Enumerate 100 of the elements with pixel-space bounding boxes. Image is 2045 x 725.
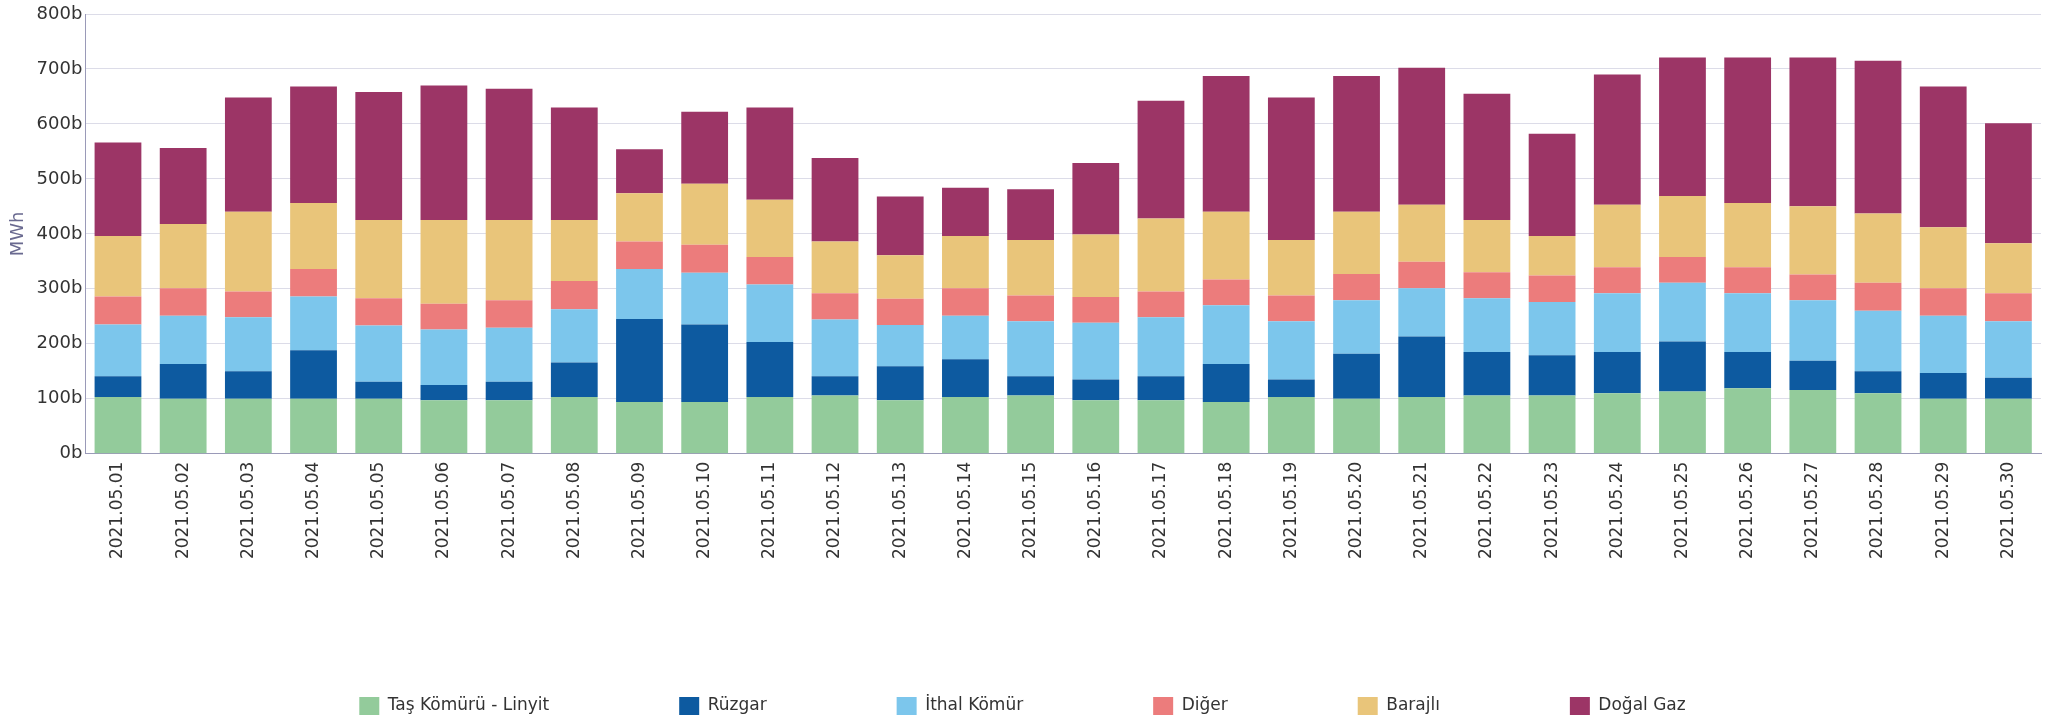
bar bbox=[94, 376, 142, 398]
x-tick-label: 2021.05.11 bbox=[758, 461, 779, 560]
bar bbox=[1072, 234, 1120, 298]
bar bbox=[1854, 393, 1902, 454]
legend-label: Diğer bbox=[1181, 694, 1228, 715]
bar bbox=[355, 325, 403, 382]
bar bbox=[485, 300, 533, 328]
bar bbox=[1007, 395, 1054, 454]
bar bbox=[1593, 351, 1641, 394]
bar bbox=[1072, 297, 1120, 323]
bar bbox=[224, 97, 272, 212]
bar bbox=[1985, 398, 2032, 454]
x-tick-label: 2021.05.16 bbox=[1084, 461, 1105, 560]
bar bbox=[1137, 317, 1185, 377]
legend-label: Doğal Gaz bbox=[1598, 694, 1686, 715]
bar bbox=[1854, 60, 1902, 214]
bar bbox=[1202, 76, 1250, 212]
bar bbox=[1137, 100, 1185, 219]
bar bbox=[224, 291, 272, 318]
bar bbox=[1724, 293, 1772, 352]
legend-label: İthal Kömür bbox=[925, 694, 1024, 715]
bar bbox=[942, 359, 989, 398]
bar bbox=[420, 303, 468, 330]
x-tick-label: 2021.05.23 bbox=[1540, 461, 1561, 560]
bar bbox=[811, 157, 859, 242]
x-tick-label: 2021.05.10 bbox=[693, 461, 714, 560]
bar bbox=[942, 187, 989, 237]
bar bbox=[355, 92, 403, 221]
bar bbox=[94, 296, 142, 325]
bar bbox=[550, 107, 598, 221]
x-tick-label: 2021.05.25 bbox=[1670, 461, 1691, 560]
bar bbox=[485, 327, 533, 382]
bar bbox=[1724, 57, 1772, 204]
x-tick-label: 2021.05.21 bbox=[1410, 461, 1431, 560]
bar bbox=[1528, 355, 1576, 396]
bar bbox=[1398, 288, 1446, 337]
bar bbox=[290, 350, 337, 399]
bar bbox=[159, 223, 207, 289]
bar bbox=[1724, 203, 1772, 268]
legend-label: Barajlı bbox=[1386, 694, 1440, 715]
bar bbox=[746, 284, 794, 343]
x-tick-label: 2021.05.15 bbox=[1019, 461, 1040, 560]
bar bbox=[1919, 86, 1967, 228]
x-tick-label: 2021.05.22 bbox=[1475, 461, 1496, 560]
bar bbox=[159, 315, 207, 365]
bar bbox=[1333, 211, 1380, 274]
bar bbox=[1463, 220, 1511, 273]
bar bbox=[1985, 321, 2032, 378]
bar bbox=[224, 398, 272, 454]
bar bbox=[1724, 388, 1772, 454]
bar bbox=[1333, 300, 1380, 354]
bar bbox=[224, 211, 272, 292]
bar bbox=[1333, 353, 1380, 399]
bar bbox=[811, 241, 859, 294]
bar bbox=[1919, 315, 1967, 373]
bar bbox=[616, 149, 663, 194]
bar bbox=[1202, 364, 1250, 402]
bar bbox=[811, 319, 859, 377]
x-tick-label: 2021.05.07 bbox=[497, 461, 518, 560]
bar bbox=[290, 86, 337, 204]
bar bbox=[1202, 305, 1250, 365]
bar bbox=[681, 402, 729, 454]
bar bbox=[355, 298, 403, 326]
bar bbox=[746, 256, 794, 285]
x-tick-label: 2021.05.29 bbox=[1931, 461, 1952, 560]
x-tick-label: 2021.05.28 bbox=[1866, 461, 1887, 560]
bar bbox=[1267, 321, 1315, 380]
y-tick-label: 500b bbox=[36, 166, 83, 188]
bar bbox=[811, 293, 859, 320]
bar bbox=[290, 398, 337, 454]
x-tick-label: 2021.05.24 bbox=[1605, 461, 1626, 560]
bar bbox=[1789, 389, 1837, 454]
bar bbox=[550, 220, 598, 282]
bar bbox=[1202, 211, 1250, 280]
x-tick-label: 2021.05.08 bbox=[562, 461, 583, 560]
bar bbox=[1528, 236, 1576, 276]
x-tick-label: 2021.05.17 bbox=[1149, 461, 1170, 560]
bar bbox=[355, 381, 403, 399]
bar bbox=[420, 329, 468, 385]
bar bbox=[94, 397, 142, 454]
bar bbox=[1398, 67, 1446, 205]
bar bbox=[159, 364, 207, 399]
bar bbox=[1007, 376, 1054, 396]
bar bbox=[1137, 376, 1185, 401]
bar bbox=[1724, 267, 1772, 294]
bar bbox=[876, 325, 924, 367]
bar bbox=[1072, 379, 1120, 401]
bar bbox=[159, 398, 207, 454]
y-tick-label: 700b bbox=[36, 56, 83, 78]
bar bbox=[746, 199, 794, 257]
bar bbox=[224, 317, 272, 372]
bar bbox=[1463, 298, 1511, 352]
bar bbox=[485, 220, 533, 301]
bar bbox=[94, 236, 142, 297]
x-tick-label: 2021.05.06 bbox=[432, 461, 453, 560]
bar bbox=[485, 400, 533, 454]
y-tick-label: 300b bbox=[36, 276, 83, 298]
bar bbox=[1919, 288, 1967, 316]
bar bbox=[681, 111, 729, 184]
bar bbox=[1007, 239, 1054, 296]
